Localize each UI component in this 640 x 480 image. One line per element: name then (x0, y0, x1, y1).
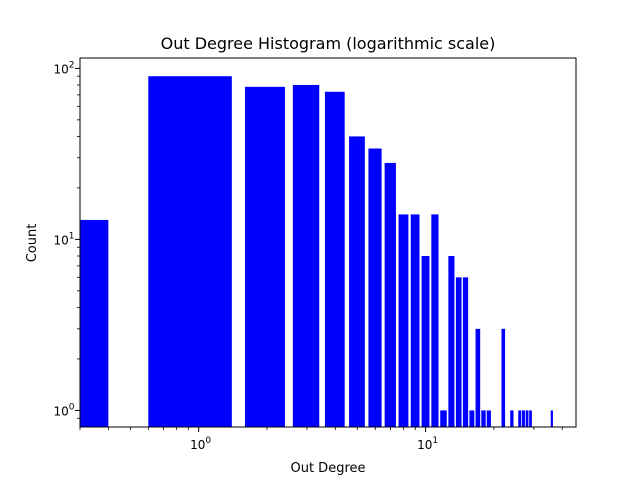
bar-out-degree-2 (244, 86, 285, 427)
bar-out-degree-5 (349, 136, 365, 427)
x-axis-ticks: 100 101 (79, 427, 563, 452)
bar-out-degree-29 (529, 410, 532, 427)
bar-out-degree-8 (398, 214, 409, 427)
bar-out-degree-28 (525, 410, 529, 427)
bar-out-degree-13 (448, 255, 455, 427)
x-tick-label: 100 (190, 436, 211, 452)
y-tick-label: 101 (53, 231, 74, 247)
bar-out-degree-36 (550, 410, 553, 427)
bar-out-degree-11 (431, 214, 439, 427)
x-tick-label: 101 (417, 436, 438, 452)
bar-out-degree-15 (462, 277, 469, 427)
bar-out-degree-16 (469, 410, 475, 427)
bar-out-degree-27 (522, 410, 525, 427)
bar-out-degree-19 (486, 410, 491, 427)
bar-out-degree-14 (455, 277, 462, 427)
bar-out-degree-9 (410, 214, 420, 427)
bar-out-degree-26 (518, 410, 522, 427)
bar-out-degree-3 (292, 84, 320, 427)
y-axis-label: Count (25, 224, 40, 263)
bar-out-degree-4 (324, 91, 345, 427)
y-tick-label: 100 (53, 402, 74, 418)
bar-out-degree-24 (510, 410, 514, 427)
y-axis-ticks: 100 101 102 (53, 60, 80, 419)
bar-out-degree-0 (80, 219, 109, 427)
bar-out-degree-1 (148, 76, 232, 427)
plot-area-frame (79, 57, 577, 428)
y-tick-label: 102 (53, 60, 74, 76)
bar-out-degree-10 (421, 255, 430, 427)
bar-out-degree-6 (368, 148, 382, 427)
bar-out-degree-18 (481, 410, 486, 427)
bar-out-degree-7 (384, 162, 396, 427)
bars-group (80, 76, 553, 427)
bar-out-degree-12 (440, 410, 447, 427)
x-axis-label: Out Degree (290, 461, 365, 476)
bar-out-degree-22 (501, 328, 506, 427)
chart-title: Out Degree Histogram (logarithmic scale) (161, 34, 496, 53)
bar-out-degree-17 (475, 328, 481, 427)
